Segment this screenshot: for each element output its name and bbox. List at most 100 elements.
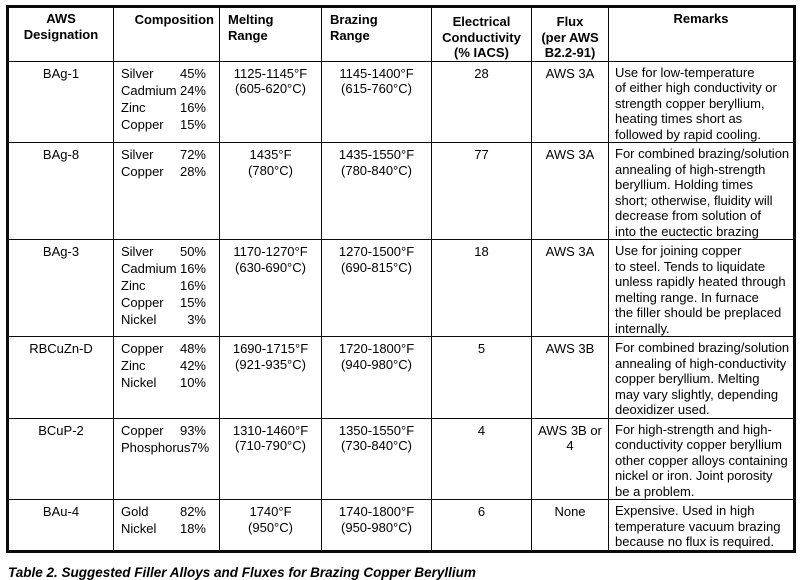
document-page: AWS Designation Composition Melting Rang… (0, 5, 801, 580)
composition-entry: Silver 50% (121, 243, 206, 260)
conductivity-cell: 4 (431, 417, 532, 500)
composition-entry: Zinc 42% (121, 357, 206, 374)
table-row: BAg-8 Silver 72% Copper 28% 1435°F (780°C)… (7, 142, 795, 240)
table-row: BAu-4 Gold 82% Nickel 18% 1740°F (950°C) 1… (7, 499, 795, 552)
designation-cell: BAu-4 (7, 499, 114, 552)
table-caption: Table 2. Suggested Filler Alloys and Flu… (8, 564, 476, 580)
element-percent: 18% (179, 521, 206, 536)
element-name: Copper (121, 164, 164, 179)
element-name: Silver (121, 244, 154, 259)
composition-entry: Copper 15% (121, 294, 206, 311)
conductivity-cell: 28 (431, 60, 532, 143)
element-percent: 28% (179, 164, 206, 179)
composition-entry: Silver 72% (121, 146, 206, 163)
element-percent: 72% (179, 147, 206, 162)
designation-cell: BAg-8 (7, 142, 114, 240)
composition-cell: Gold 82% Nickel 18% (113, 499, 220, 552)
element-name: Silver (121, 147, 154, 162)
melting-range-cell: 1740°F (950°C) (219, 499, 322, 552)
composition-entry: Copper 15% (121, 116, 206, 133)
remarks-cell: For high-strength and high- conductivity… (608, 417, 795, 500)
table-row: BAg-1 Silver 45% Cadmium 24% Zinc 16% Coppe… (7, 60, 795, 143)
composition-entry: Nickel 10% (121, 374, 206, 391)
element-name: Nickel (121, 375, 157, 390)
brazing-range-cell: 1435-1550°F (780-840°C) (321, 142, 432, 240)
conductivity-cell: 77 (431, 142, 532, 240)
composition-entry: Copper 28% (121, 163, 206, 180)
remarks-cell: For combined brazing/solution annealing … (608, 142, 795, 240)
designation-cell: BAg-1 (7, 60, 114, 143)
filler-alloys-table: AWS Designation Composition Melting Rang… (6, 5, 796, 553)
brazing-range-cell: 1740-1800°F (950-980°C) (321, 499, 432, 552)
melting-range-cell: 1435°F (780°C) (219, 142, 322, 240)
element-name: Gold (121, 504, 149, 519)
element-percent: 16% (179, 99, 206, 115)
element-name: Nickel (121, 521, 157, 536)
composition-entry: Cadmium 16% (121, 260, 206, 277)
element-percent: 93% (179, 422, 206, 438)
header-brazing-range: Brazing Range (321, 6, 432, 62)
element-percent: 3% (187, 312, 206, 327)
header-melting-range: Melting Range (219, 6, 322, 62)
composition-cell: Silver 50% Cadmium 16% Zinc 16% Copper 15% N… (113, 239, 220, 337)
designation-cell: RBCuZn-D (7, 336, 114, 419)
composition-cell: Copper 48% Zinc 42% Nickel 10% (113, 336, 220, 419)
header-electrical-conductivity: Electrical Conductivity (% IACS) (431, 6, 532, 62)
header-flux: Flux (per AWS B2.2-91) (531, 6, 609, 62)
table-header-row: AWS Designation Composition Melting Rang… (7, 6, 795, 62)
header-remarks: Remarks (608, 6, 795, 62)
composition-entry: Nickel 3% (121, 311, 206, 328)
melting-range-cell: 1310-1460°F (710-790°C) (219, 417, 322, 500)
brazing-range-cell: 1145-1400°F (615-760°C) (321, 60, 432, 143)
remarks-cell: Expensive. Used in high temperature vacu… (608, 499, 795, 552)
element-percent: 7% (190, 439, 210, 455)
element-name: Silver (121, 65, 154, 81)
composition-entry: Nickel 18% (121, 520, 206, 537)
element-name: Copper (121, 341, 164, 356)
composition-entry: Copper 48% (121, 340, 206, 357)
remarks-cell: Use for low-temperature of either high c… (608, 60, 795, 143)
brazing-range-cell: 1350-1550°F (730-840°C) (321, 417, 432, 500)
element-percent: 24% (179, 82, 206, 98)
composition-entry: Cadmium 24% (121, 82, 206, 99)
flux-cell: AWS 3B or 4 (531, 417, 609, 500)
designation-cell: BAg-3 (7, 239, 114, 337)
composition-entry: Phosphorus 7% (121, 439, 210, 456)
element-name: Phosphorus (121, 439, 191, 455)
header-composition: Composition (113, 6, 220, 62)
element-percent: 10% (179, 375, 206, 390)
element-percent: 15% (179, 295, 206, 310)
composition-entry: Gold 82% (121, 503, 206, 520)
composition-cell: Copper 93% Phosphorus 7% (113, 417, 220, 500)
element-name: Zinc (121, 99, 146, 115)
flux-cell: AWS 3A (531, 142, 609, 240)
element-name: Cadmium (121, 82, 177, 98)
element-name: Copper (121, 116, 164, 132)
table-row: BAg-3 Silver 50% Cadmium 16% Zinc 16% Coppe… (7, 239, 795, 337)
flux-cell: None (531, 499, 609, 552)
remarks-cell: Use for joining copper to steel. Tends t… (608, 239, 795, 337)
conductivity-cell: 6 (431, 499, 532, 552)
header-aws-designation: AWS Designation (7, 6, 114, 62)
element-percent: 82% (179, 504, 206, 519)
flux-cell: AWS 3A (531, 60, 609, 143)
element-percent: 42% (179, 358, 206, 373)
flux-cell: AWS 3B (531, 336, 609, 419)
conductivity-cell: 5 (431, 336, 532, 419)
element-name: Copper (121, 295, 164, 310)
composition-entry: Copper 93% (121, 422, 206, 439)
element-name: Cadmium (121, 261, 177, 276)
composition-cell: Silver 72% Copper 28% (113, 142, 220, 240)
table-row: RBCuZn-D Copper 48% Zinc 42% Nickel 10% 169… (7, 336, 795, 419)
conductivity-cell: 18 (431, 239, 532, 337)
composition-entry: Zinc 16% (121, 277, 206, 294)
melting-range-cell: 1690-1715°F (921-935°C) (219, 336, 322, 419)
composition-entry: Silver 45% (121, 65, 206, 82)
melting-range-cell: 1170-1270°F (630-690°C) (219, 239, 322, 337)
element-percent: 50% (179, 244, 206, 259)
melting-range-cell: 1125-1145°F (605-620°C) (219, 60, 322, 143)
composition-entry: Zinc 16% (121, 99, 206, 116)
element-name: Copper (121, 422, 164, 438)
element-percent: 16% (179, 261, 206, 276)
element-percent: 45% (179, 65, 206, 81)
